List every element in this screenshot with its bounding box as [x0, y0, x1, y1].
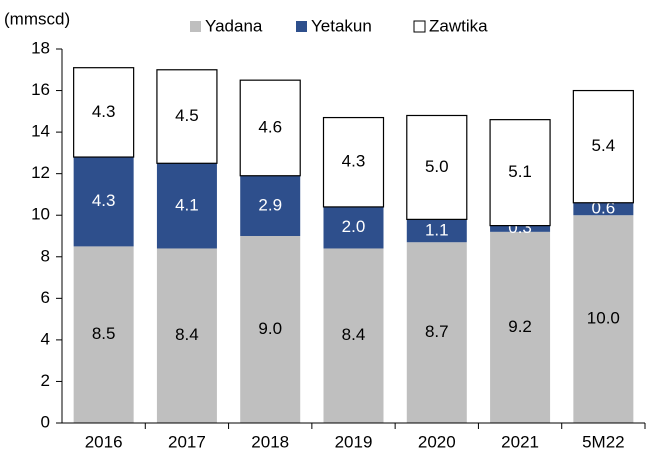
bar-segment: [156, 69, 218, 164]
bar-segment: [323, 248, 384, 423]
x-tick-label: 5M22: [582, 432, 625, 451]
data-label: 8.4: [342, 325, 366, 344]
data-label: 4.6: [258, 117, 282, 136]
y-tick-label: 2: [41, 371, 50, 390]
y-tick-label: 16: [31, 80, 50, 99]
legend-swatch: [413, 20, 426, 33]
data-label: 8.7: [425, 322, 449, 341]
legend-label: Zawtika: [429, 16, 488, 35]
data-label: 2.0: [342, 217, 366, 236]
bar-segment: [156, 248, 217, 423]
y-tick-label: 6: [41, 288, 50, 307]
data-label: 8.5: [92, 324, 116, 343]
data-label: 5.4: [592, 136, 616, 155]
bar-segment: [239, 79, 301, 177]
legend-swatch: [296, 21, 307, 32]
y-tick-label: 10: [31, 205, 50, 224]
bar-segment: [490, 231, 551, 423]
bar-segment: [156, 163, 217, 249]
x-tick-label: 2017: [168, 432, 206, 451]
y-tick-label: 8: [41, 246, 50, 265]
y-tick-label: 4: [41, 329, 50, 348]
y-tick-label: 0: [41, 412, 50, 431]
data-label: 10.0: [587, 309, 620, 328]
bar-segment: [573, 202, 634, 216]
data-label: 4.5: [175, 106, 199, 125]
bar-segment: [572, 89, 634, 204]
data-label: 1.1: [425, 220, 449, 239]
data-label: 4.3: [342, 152, 366, 171]
legend-label: Yetakun: [311, 16, 372, 35]
data-label: 5.1: [508, 162, 532, 181]
x-tick-label: 2016: [85, 432, 123, 451]
legend-swatch: [190, 21, 201, 32]
bar-segment: [240, 236, 301, 423]
data-label: 8.4: [175, 325, 199, 344]
x-tick-label: 2021: [501, 432, 539, 451]
x-tick-label: 2019: [335, 432, 373, 451]
x-tick-label: 2020: [418, 432, 456, 451]
y-tick-label: 12: [31, 163, 50, 182]
bar-segment: [323, 206, 384, 249]
x-tick-label: 2018: [251, 432, 289, 451]
bar-segment: [489, 119, 551, 227]
data-label: 2.9: [258, 195, 282, 214]
data-label: 4.3: [92, 102, 116, 121]
y-tick-label: 14: [31, 122, 50, 141]
bar-segment: [573, 215, 634, 423]
data-label: 4.1: [175, 195, 199, 214]
bar-segment: [322, 116, 385, 208]
bar-segment: [73, 67, 135, 158]
bar-segment: [73, 157, 134, 247]
bar-segment: [240, 175, 301, 236]
bar-segment: [406, 219, 467, 243]
data-label: 4.3: [92, 191, 116, 210]
bar-segment: [406, 114, 468, 220]
bar-segment: [73, 246, 134, 423]
data-label: 9.2: [508, 317, 532, 336]
bar-segment: [490, 225, 551, 232]
legend-label: Yadana: [205, 16, 263, 35]
bar-segment: [406, 242, 467, 423]
data-label: 5.0: [425, 157, 449, 176]
y-axis-label: (mmscd): [4, 9, 70, 28]
data-label: 9.0: [258, 319, 282, 338]
y-tick-label: 18: [31, 38, 50, 57]
